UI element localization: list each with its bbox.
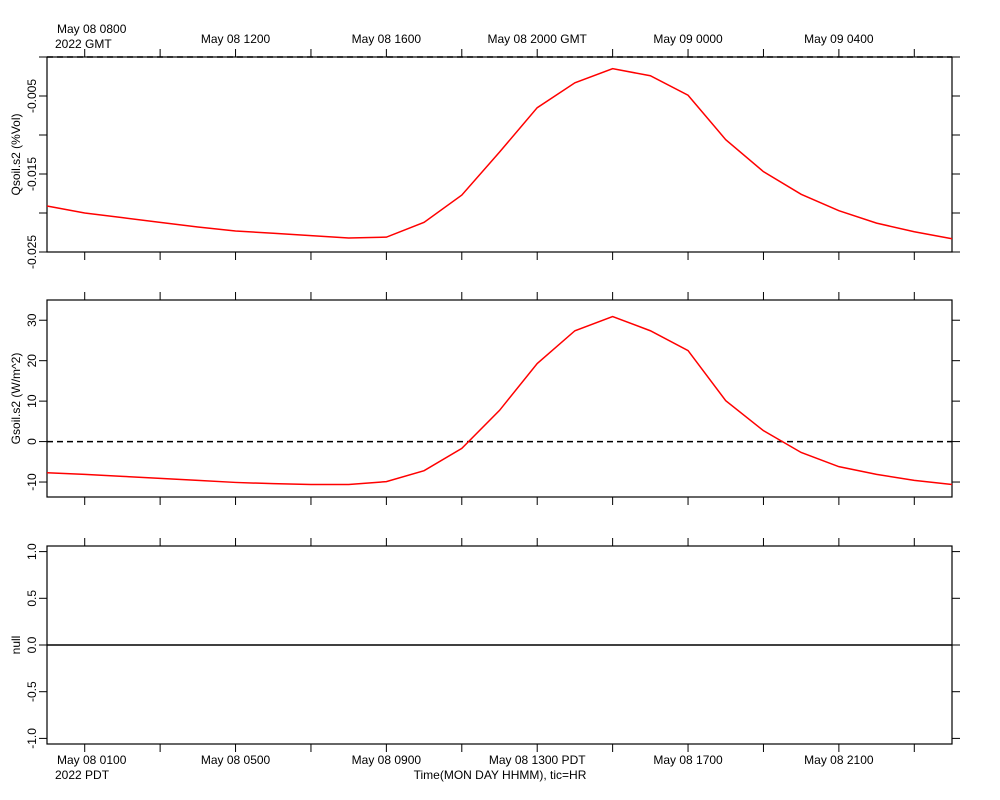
y-axis-label: null: [9, 636, 23, 655]
y-tick-label: -1.0: [25, 728, 39, 749]
x2-tick-label: May 08 1600: [352, 32, 422, 46]
x2-tick-label: May 09 0000: [653, 32, 723, 46]
x-tick-label: May 08 2100: [804, 753, 874, 767]
y-tick-label: 1.0: [25, 543, 39, 560]
y-tick-label: 20: [25, 354, 39, 368]
pdt-annotation: 2022 PDT: [55, 768, 110, 782]
x-tick-label: May 08 0900: [352, 753, 422, 767]
x2-tick-label: May 09 0400: [804, 32, 874, 46]
y-tick-label: -10: [25, 473, 39, 491]
x2-tick-label: May 08 2000 GMT: [488, 32, 588, 46]
gmt-annotation: 2022 GMT: [55, 37, 112, 51]
y-tick-label: -0.005: [25, 79, 39, 113]
y-tick-label: 30: [25, 313, 39, 327]
y-axis-label: Gsoil.s2 (W/m^2): [9, 353, 23, 445]
data-line: [46, 67, 953, 240]
x-axis-label: Time(MON DAY HHMM), tic=HR: [414, 768, 587, 782]
x2-tick-label: May 08 1200: [201, 32, 271, 46]
panel-frame: [46, 299, 953, 498]
y-tick-label: 0.5: [25, 590, 39, 607]
x-tick-label: May 08 1700: [653, 753, 723, 767]
y-tick-label: 0: [25, 438, 39, 445]
x2-tick-label: May 08 0800: [57, 22, 127, 36]
x-tick-label: May 08 1300 PDT: [489, 753, 586, 767]
x-tick-label: May 08 0500: [201, 753, 271, 767]
y-axis-label: Qsoil.s2 (%Vol): [9, 113, 23, 195]
x-tick-label: May 08 0100: [57, 753, 127, 767]
y-tick-label: -0.015: [25, 157, 39, 191]
data-line: [46, 315, 953, 486]
y-tick-label: 10: [25, 394, 39, 408]
y-tick-label: 0.0: [25, 636, 39, 653]
y-tick-label: -0.025: [25, 235, 39, 269]
panel-frame: [46, 56, 953, 253]
y-tick-label: -0.5: [25, 681, 39, 702]
